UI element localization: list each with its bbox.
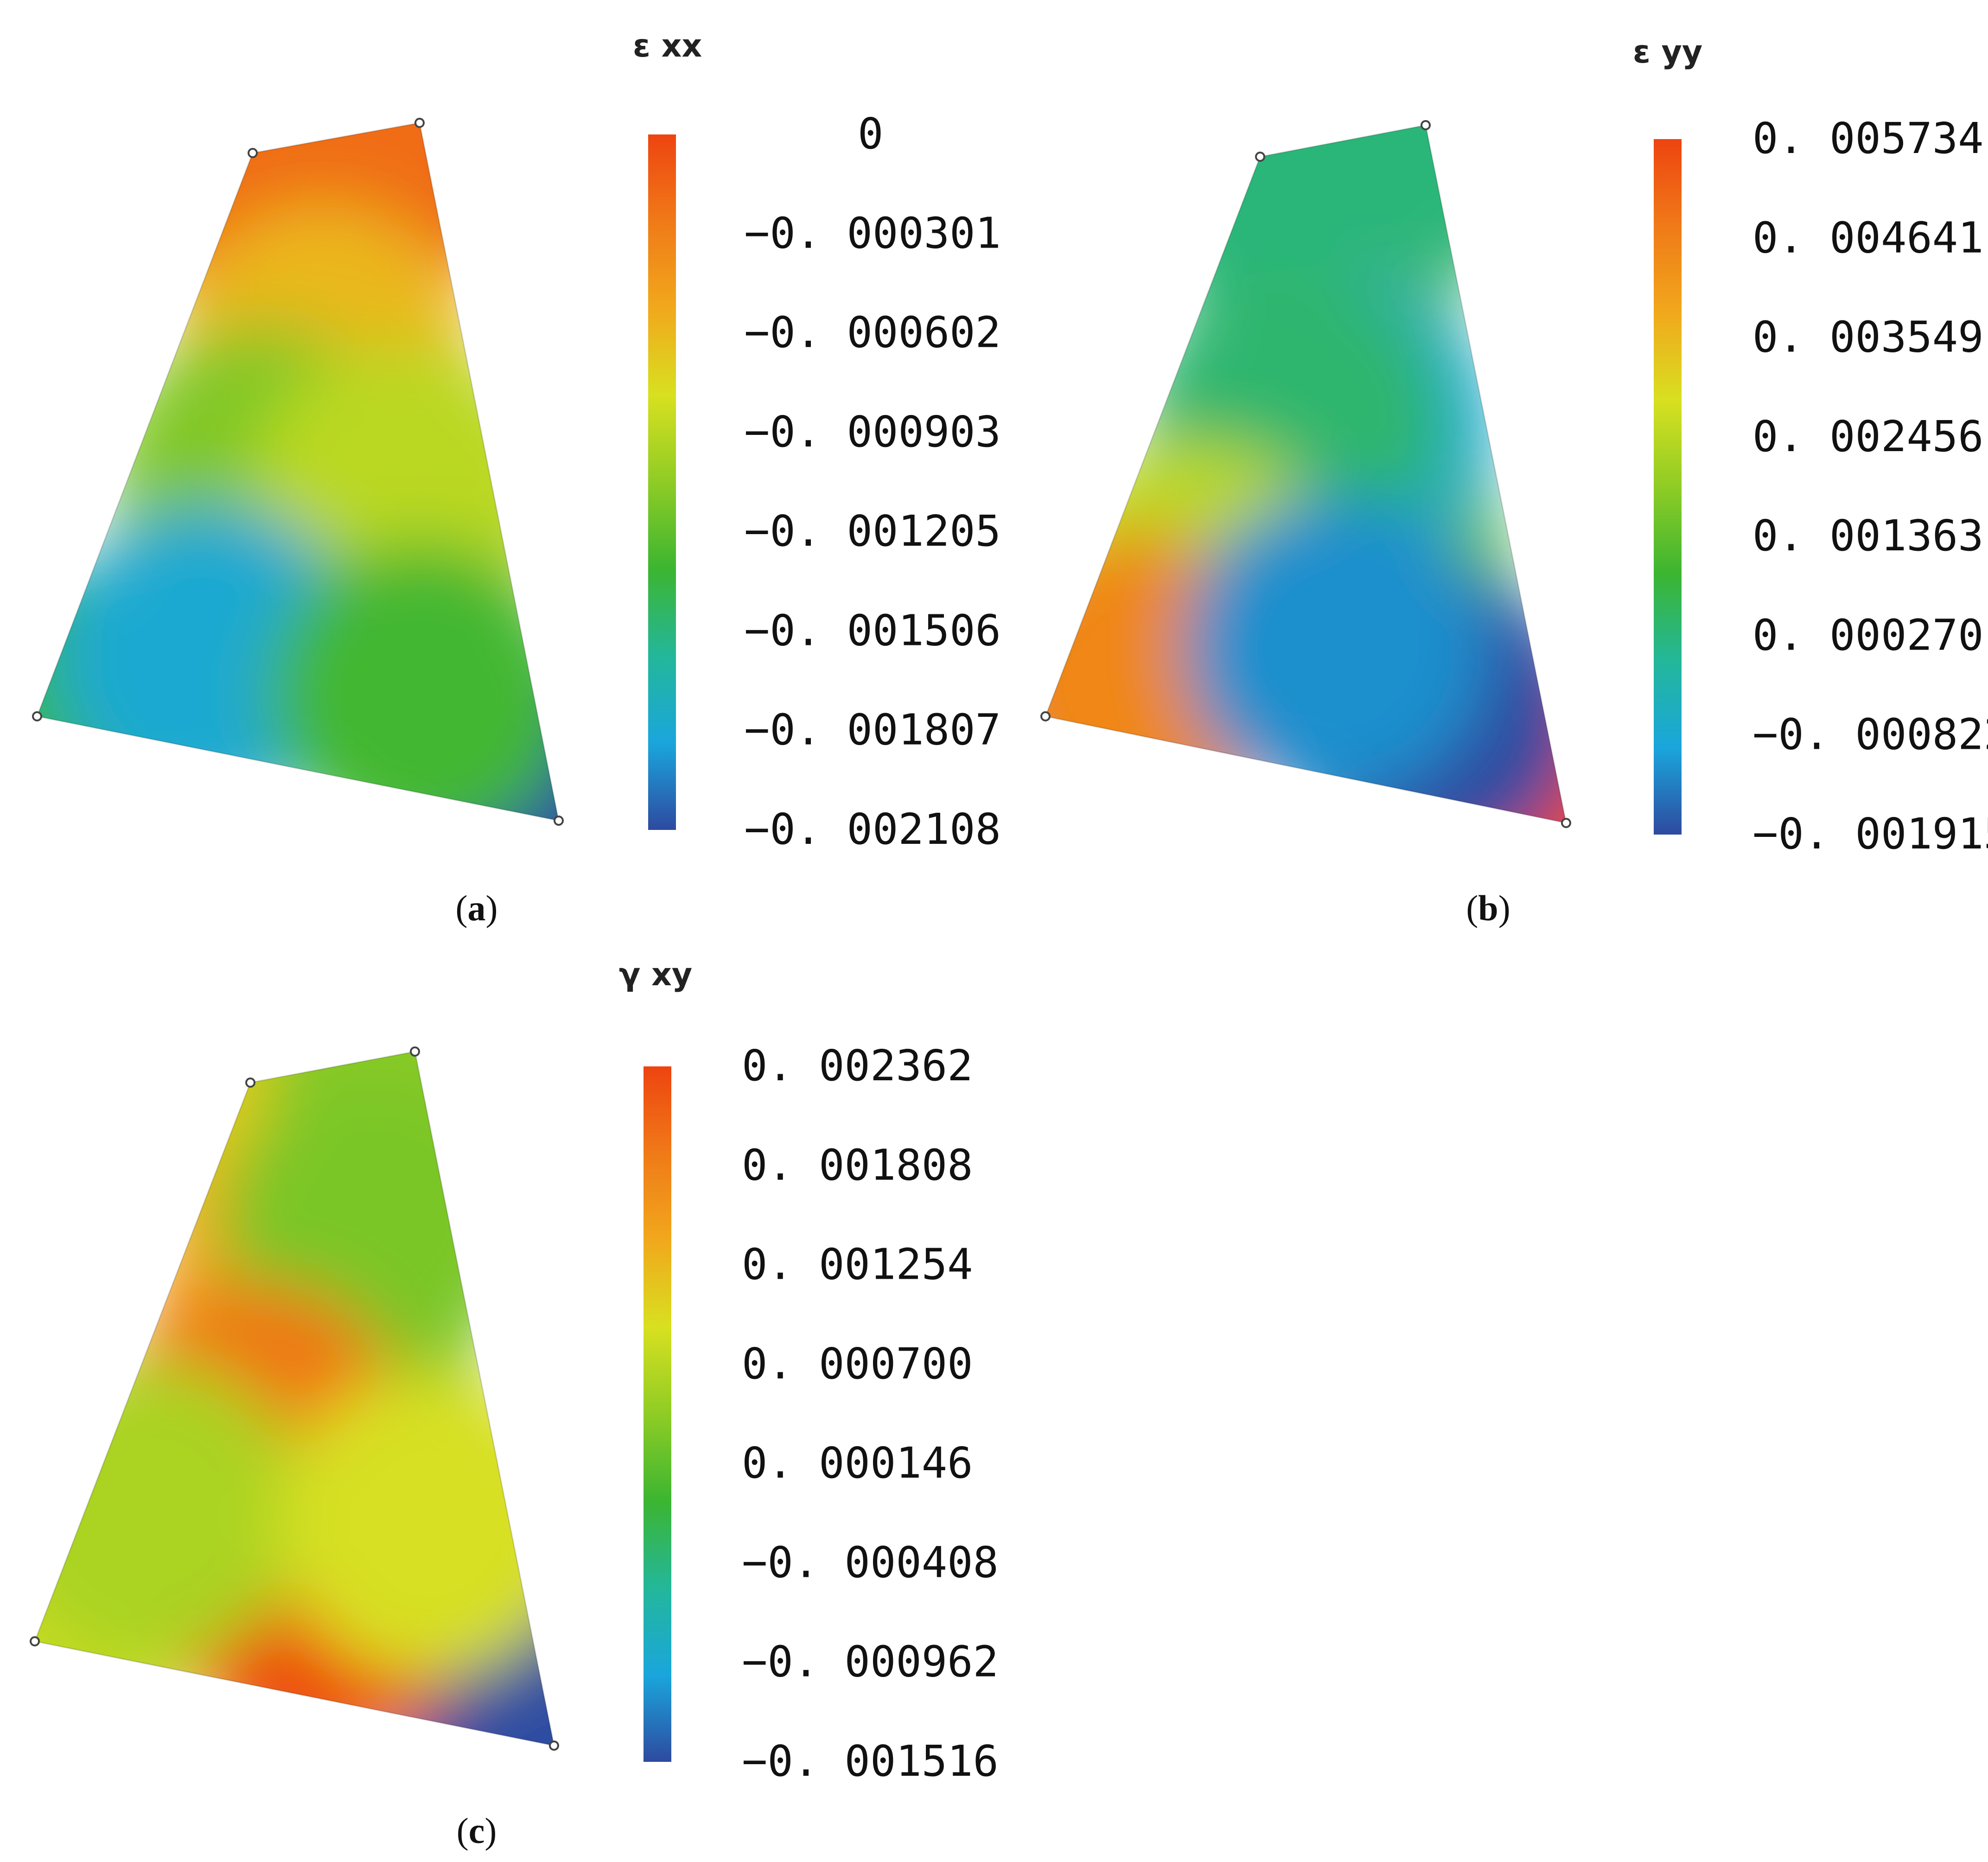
strain-field-c	[35, 1052, 554, 1746]
field-title-a: ε xx	[633, 28, 702, 64]
corner-node	[1040, 711, 1051, 721]
colorbar-ticks-c: 0. 002362 0. 001808 0. 001254 0. 000700 0. 0…	[742, 1041, 999, 1786]
field-sample	[1182, 495, 1489, 801]
colorbar-ticks-b: 0. 005734 0. 004641 0. 003549 0. 002456 0. 0…	[1752, 114, 1988, 859]
colorbar-tick-label: 0. 004641	[1752, 213, 1984, 262]
colorbar-tick-label: −0. 000301	[744, 208, 1001, 258]
colorbar-tick-label: 0. 005734	[1752, 114, 1984, 163]
colorbar-tick-label: 0. 002456	[1752, 412, 1984, 461]
caption-a: (a)	[456, 888, 498, 928]
corner-nodes-b	[1040, 120, 1571, 828]
strain-field-a	[37, 123, 559, 821]
colorbar-tick-label: 0. 001363	[1752, 511, 1984, 561]
field-sample	[35, 1359, 306, 1665]
caption-c: (c)	[457, 1811, 497, 1851]
colorbar-tick-label: 0. 000700	[742, 1339, 973, 1389]
panel-b: ε yy 0. 005734 0. 004641 0. 003549 0. 00245…	[1040, 34, 1988, 928]
colorbar-tick-label: 0. 000270	[1752, 610, 1984, 660]
colorbar-tick-label: −0. 002108	[744, 804, 1001, 854]
corner-node	[554, 816, 564, 826]
colorbar-a	[648, 134, 676, 830]
colorbar-tick-label: −0. 001506	[744, 606, 1001, 655]
colorbar-tick-label: −0. 000602	[744, 308, 1001, 357]
colorbar-tick-label: 0. 001808	[742, 1140, 973, 1190]
colorbar-tick-label: 0	[858, 109, 883, 159]
colorbar-tick-label: 0. 000146	[742, 1438, 973, 1488]
colorbar-b	[1654, 139, 1682, 835]
colorbar-ticks-a: 0 −0. 000301 −0. 000602 −0. 000903 −0. 00120…	[744, 109, 1001, 854]
colorbar-tick-label: −0. 000962	[742, 1637, 999, 1687]
field-title-b: ε yy	[1633, 34, 1702, 70]
corner-nodes-c	[30, 1046, 559, 1751]
corner-node	[1561, 818, 1571, 828]
corner-node	[1255, 152, 1265, 162]
colorbar-tick-label: −0. 000903	[744, 407, 1001, 457]
colorbar-tick-label: −0. 001205	[744, 506, 1001, 556]
corner-node	[32, 711, 42, 721]
corner-node	[410, 1046, 420, 1057]
caption-b: (b)	[1466, 888, 1510, 928]
colorbar-tick-label: −0. 001915	[1752, 809, 1988, 859]
field-sample	[268, 542, 559, 821]
field-sample	[276, 1371, 554, 1678]
colorbar-tick-label: −0. 000822	[1752, 710, 1988, 759]
colorbar-tick-label: 0. 003549	[1752, 312, 1984, 362]
colorbar-tick-label: −0. 000408	[742, 1537, 999, 1587]
corner-node	[30, 1636, 40, 1646]
corner-nodes-a	[32, 118, 564, 826]
colorbar-tick-label: −0. 001516	[742, 1736, 999, 1786]
corner-node	[549, 1741, 559, 1751]
field-title-c: γ xy	[619, 957, 692, 993]
colorbar-tick-label: 0. 002362	[742, 1041, 973, 1090]
corner-node	[414, 118, 425, 128]
colorbar-tick-label: −0. 001807	[744, 705, 1001, 755]
corner-node	[1421, 120, 1431, 130]
colorbar-tick-label: 0. 001254	[742, 1240, 973, 1289]
corner-node	[248, 148, 258, 158]
panel-a: ε xx 0 −0. 000301 −0. 000602 −0. 000903 −0. …	[32, 28, 1001, 928]
corner-node	[245, 1078, 255, 1088]
panel-c: γ xy 0. 002362 0. 001808 0. 001254 0. 00070…	[30, 957, 999, 1851]
strain-field-b	[1045, 125, 1566, 823]
colorbar-c	[644, 1066, 671, 1762]
